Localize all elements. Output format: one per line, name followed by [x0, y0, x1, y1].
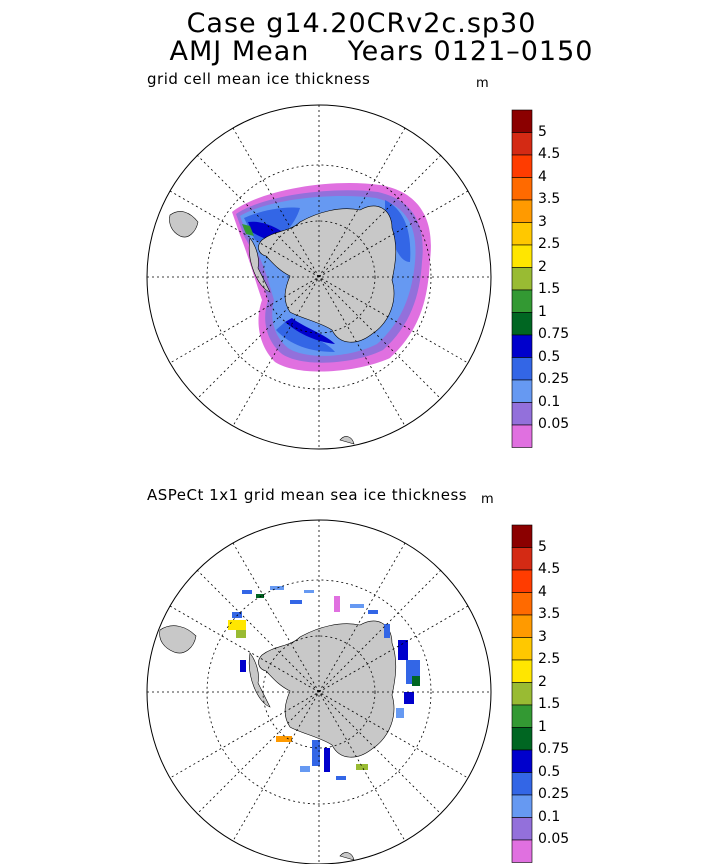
colorbar-1-swatch: [511, 379, 533, 403]
colorbar-2-swatch: [511, 839, 533, 863]
colorbar-1-swatch: [511, 402, 533, 426]
colorbar-2-swatch: [511, 637, 533, 661]
colorbar-2-swatch: [511, 772, 533, 796]
map-panel-2: [146, 519, 492, 864]
title-line-1: Case g14.20CRv2c.sp30: [186, 8, 537, 39]
colorbar-2-swatch: [511, 569, 533, 593]
colorbar-1-swatch: [511, 244, 533, 268]
small-island-2: [339, 852, 355, 861]
colorbar-2: [511, 524, 533, 863]
colorbar-1-label: 0.05: [538, 416, 570, 432]
colorbar-1-label: 4: [538, 168, 547, 185]
colorbar-1-swatch: [511, 199, 533, 223]
colorbar-1-swatch: [511, 222, 533, 246]
colorbar-1-label: 3.5: [538, 191, 561, 207]
colorbar-2-swatch: [511, 817, 533, 841]
colorbar-1: [511, 109, 533, 448]
colorbar-1-swatch: [511, 177, 533, 201]
panel-1-label: grid cell mean ice thickness: [147, 70, 371, 88]
colorbar-1-label: 1.5: [538, 281, 561, 297]
colorbar-2-label: 0.05: [538, 831, 570, 847]
colorbar-1-label: 0.25: [538, 371, 570, 387]
colorbar-1-swatch: [511, 357, 533, 381]
panel-1-unit: m: [476, 76, 489, 91]
colorbar-1-swatch: [511, 267, 533, 291]
colorbar-2-label: 1.5: [538, 696, 561, 712]
colorbar-1-swatch: [511, 424, 533, 448]
colorbar-1-label: 1: [538, 303, 547, 320]
colorbar-2-swatch: [511, 727, 533, 751]
graticule: [147, 105, 491, 449]
colorbar-1-label: 5: [538, 123, 547, 140]
colorbar-1-swatch: [511, 334, 533, 358]
graticule-2: [147, 520, 491, 864]
colorbar-2-label: 0.75: [538, 741, 570, 757]
observations: [228, 586, 420, 780]
colorbar-2-label: 0.25: [538, 786, 570, 802]
colorbar-1-label: 2: [538, 258, 547, 275]
colorbar-2-swatch: [511, 547, 533, 571]
colorbar-1-swatch: [511, 132, 533, 156]
colorbar-2-swatch: [511, 682, 533, 706]
colorbar-2-swatch: [511, 749, 533, 773]
title-line-2: AMJ Mean Years 0121–0150: [169, 36, 594, 67]
colorbar-2-label: 5: [538, 538, 547, 555]
ice-05-region-b: [385, 200, 411, 262]
ice-05-region-c: [276, 322, 335, 352]
colorbar-1-label: 0.75: [538, 326, 570, 342]
colorbar-2-label: 2: [538, 673, 547, 690]
map-panel-1: [146, 104, 492, 450]
colorbar-1-swatch: [511, 289, 533, 313]
colorbar-1-swatch: [511, 109, 533, 133]
colorbar-1-swatch: [511, 312, 533, 336]
colorbar-2-label: 3.5: [538, 606, 561, 622]
colorbar-1-swatch: [511, 154, 533, 178]
colorbar-1-label: 4.5: [538, 146, 561, 162]
ice-1-region: [242, 224, 254, 236]
colorbar-2-label: 0.1: [538, 808, 561, 825]
colorbar-2-label: 2.5: [538, 651, 561, 667]
colorbar-2-swatch: [511, 659, 533, 683]
panel-2-label: ASPeCt 1x1 grid mean sea ice thickness: [147, 486, 468, 504]
colorbar-1-label: 0.1: [538, 393, 561, 410]
colorbar-1-label: 0.5: [538, 348, 561, 365]
colorbar-2-label: 4.5: [538, 561, 561, 577]
colorbar-2-swatch: [511, 524, 533, 548]
colorbar-2-label: 4: [538, 583, 547, 600]
ice-075-region-b: [285, 318, 335, 344]
south-america-land-2: [159, 625, 197, 654]
colorbar-2-swatch: [511, 704, 533, 728]
colorbar-2-label: 0.5: [538, 763, 561, 780]
colorbar-1-label: 2.5: [538, 236, 561, 252]
colorbar-2-swatch: [511, 794, 533, 818]
antarctic-peninsula-2: [248, 652, 271, 708]
antarctic-peninsula: [248, 237, 271, 293]
colorbar-2-label: 3: [538, 628, 547, 645]
small-island: [339, 436, 355, 445]
panel-2-unit: m: [481, 492, 494, 507]
colorbar-2-label: 1: [538, 718, 547, 735]
colorbar-2-swatch: [511, 592, 533, 616]
colorbar-1-label: 3: [538, 213, 547, 230]
colorbar-2-swatch: [511, 614, 533, 638]
south-america-land: [169, 211, 199, 238]
